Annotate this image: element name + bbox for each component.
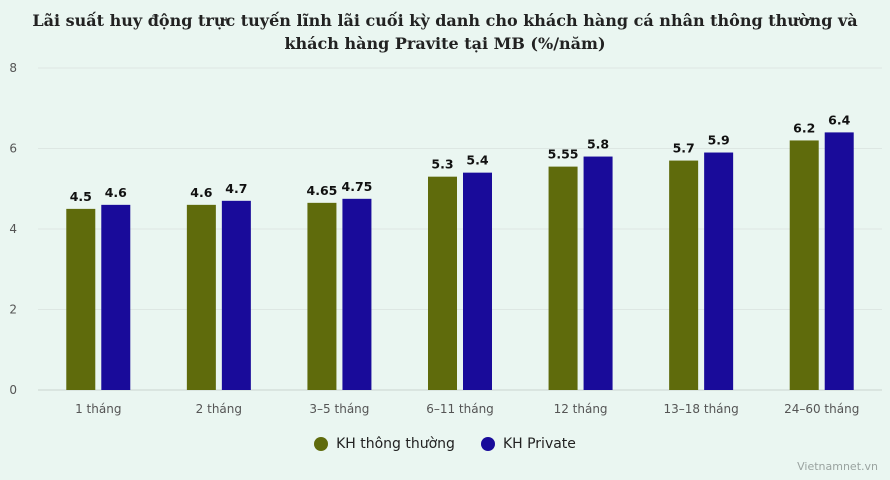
x-tick-label: 1 tháng [75, 402, 121, 416]
y-tick-label: 8 [9, 61, 17, 75]
data-label: 4.75 [342, 179, 373, 194]
x-tick-label: 2 tháng [196, 402, 242, 416]
bar-regular[interactable] [789, 140, 819, 390]
data-labels: 4.5 4.6 4.6 4.7 4.65 4.75 5.3 5.4 5.55 5.8 5.7 5.9 6… [70, 112, 851, 203]
bar-regular[interactable] [428, 176, 457, 390]
source-credit: Vietnamnet.vn [797, 460, 878, 473]
x-tick-label: 12 tháng [554, 402, 608, 416]
data-label: 4.7 [225, 181, 247, 196]
data-label: 4.65 [307, 183, 338, 198]
legend-label-regular: KH thông thường [336, 436, 455, 452]
bar-private[interactable] [583, 156, 613, 390]
data-label: 6.2 [793, 120, 815, 135]
data-label: 5.55 [548, 147, 579, 162]
data-label: 4.5 [70, 189, 92, 204]
legend-item-private[interactable]: KH Private [480, 436, 576, 452]
bars [66, 132, 854, 390]
y-tick-label: 6 [9, 142, 17, 156]
gridlines [38, 67, 882, 391]
data-label: 4.6 [105, 185, 127, 200]
bar-private[interactable] [221, 200, 251, 390]
bar-private[interactable] [342, 198, 372, 390]
chart-title: Lãi suất huy động trực tuyến lĩnh lãi cu… [32, 11, 858, 53]
bar-regular[interactable] [669, 160, 699, 390]
bar-regular[interactable] [307, 202, 337, 390]
bar-regular[interactable] [548, 166, 578, 390]
legend-marker-regular [314, 437, 329, 451]
legend-marker-private [480, 437, 495, 451]
y-tick-label: 0 [9, 383, 17, 397]
bar-private[interactable] [824, 132, 854, 390]
bar-private[interactable] [101, 204, 131, 390]
data-label: 5.9 [708, 133, 730, 148]
data-label: 5.7 [673, 141, 695, 156]
y-axis-ticks: 0 2 4 6 8 [9, 61, 17, 397]
legend: KH thông thường KH Private [0, 436, 890, 452]
x-tick-label: 24–60 tháng [784, 402, 859, 416]
x-tick-label: 13–18 tháng [664, 402, 739, 416]
x-tick-label: 3–5 tháng [309, 402, 369, 416]
data-label: 5.3 [431, 157, 453, 172]
data-label: 4.6 [190, 185, 212, 200]
bar-regular[interactable] [66, 208, 96, 390]
data-label: 6.4 [828, 112, 850, 127]
x-tick-label: 6–11 tháng [426, 402, 494, 416]
data-label: 5.8 [587, 137, 609, 152]
y-tick-label: 4 [9, 222, 17, 236]
y-tick-label: 2 [9, 303, 17, 317]
bar-regular[interactable] [186, 204, 216, 390]
legend-item-regular[interactable]: KH thông thường [314, 436, 455, 452]
x-axis-ticks: 1 tháng 2 tháng 3–5 tháng 6–11 tháng 12 thán… [75, 402, 859, 416]
bar-private[interactable] [704, 152, 734, 390]
legend-label-private: KH Private [502, 436, 576, 452]
bar-private[interactable] [463, 172, 492, 390]
data-label: 5.4 [466, 153, 488, 168]
